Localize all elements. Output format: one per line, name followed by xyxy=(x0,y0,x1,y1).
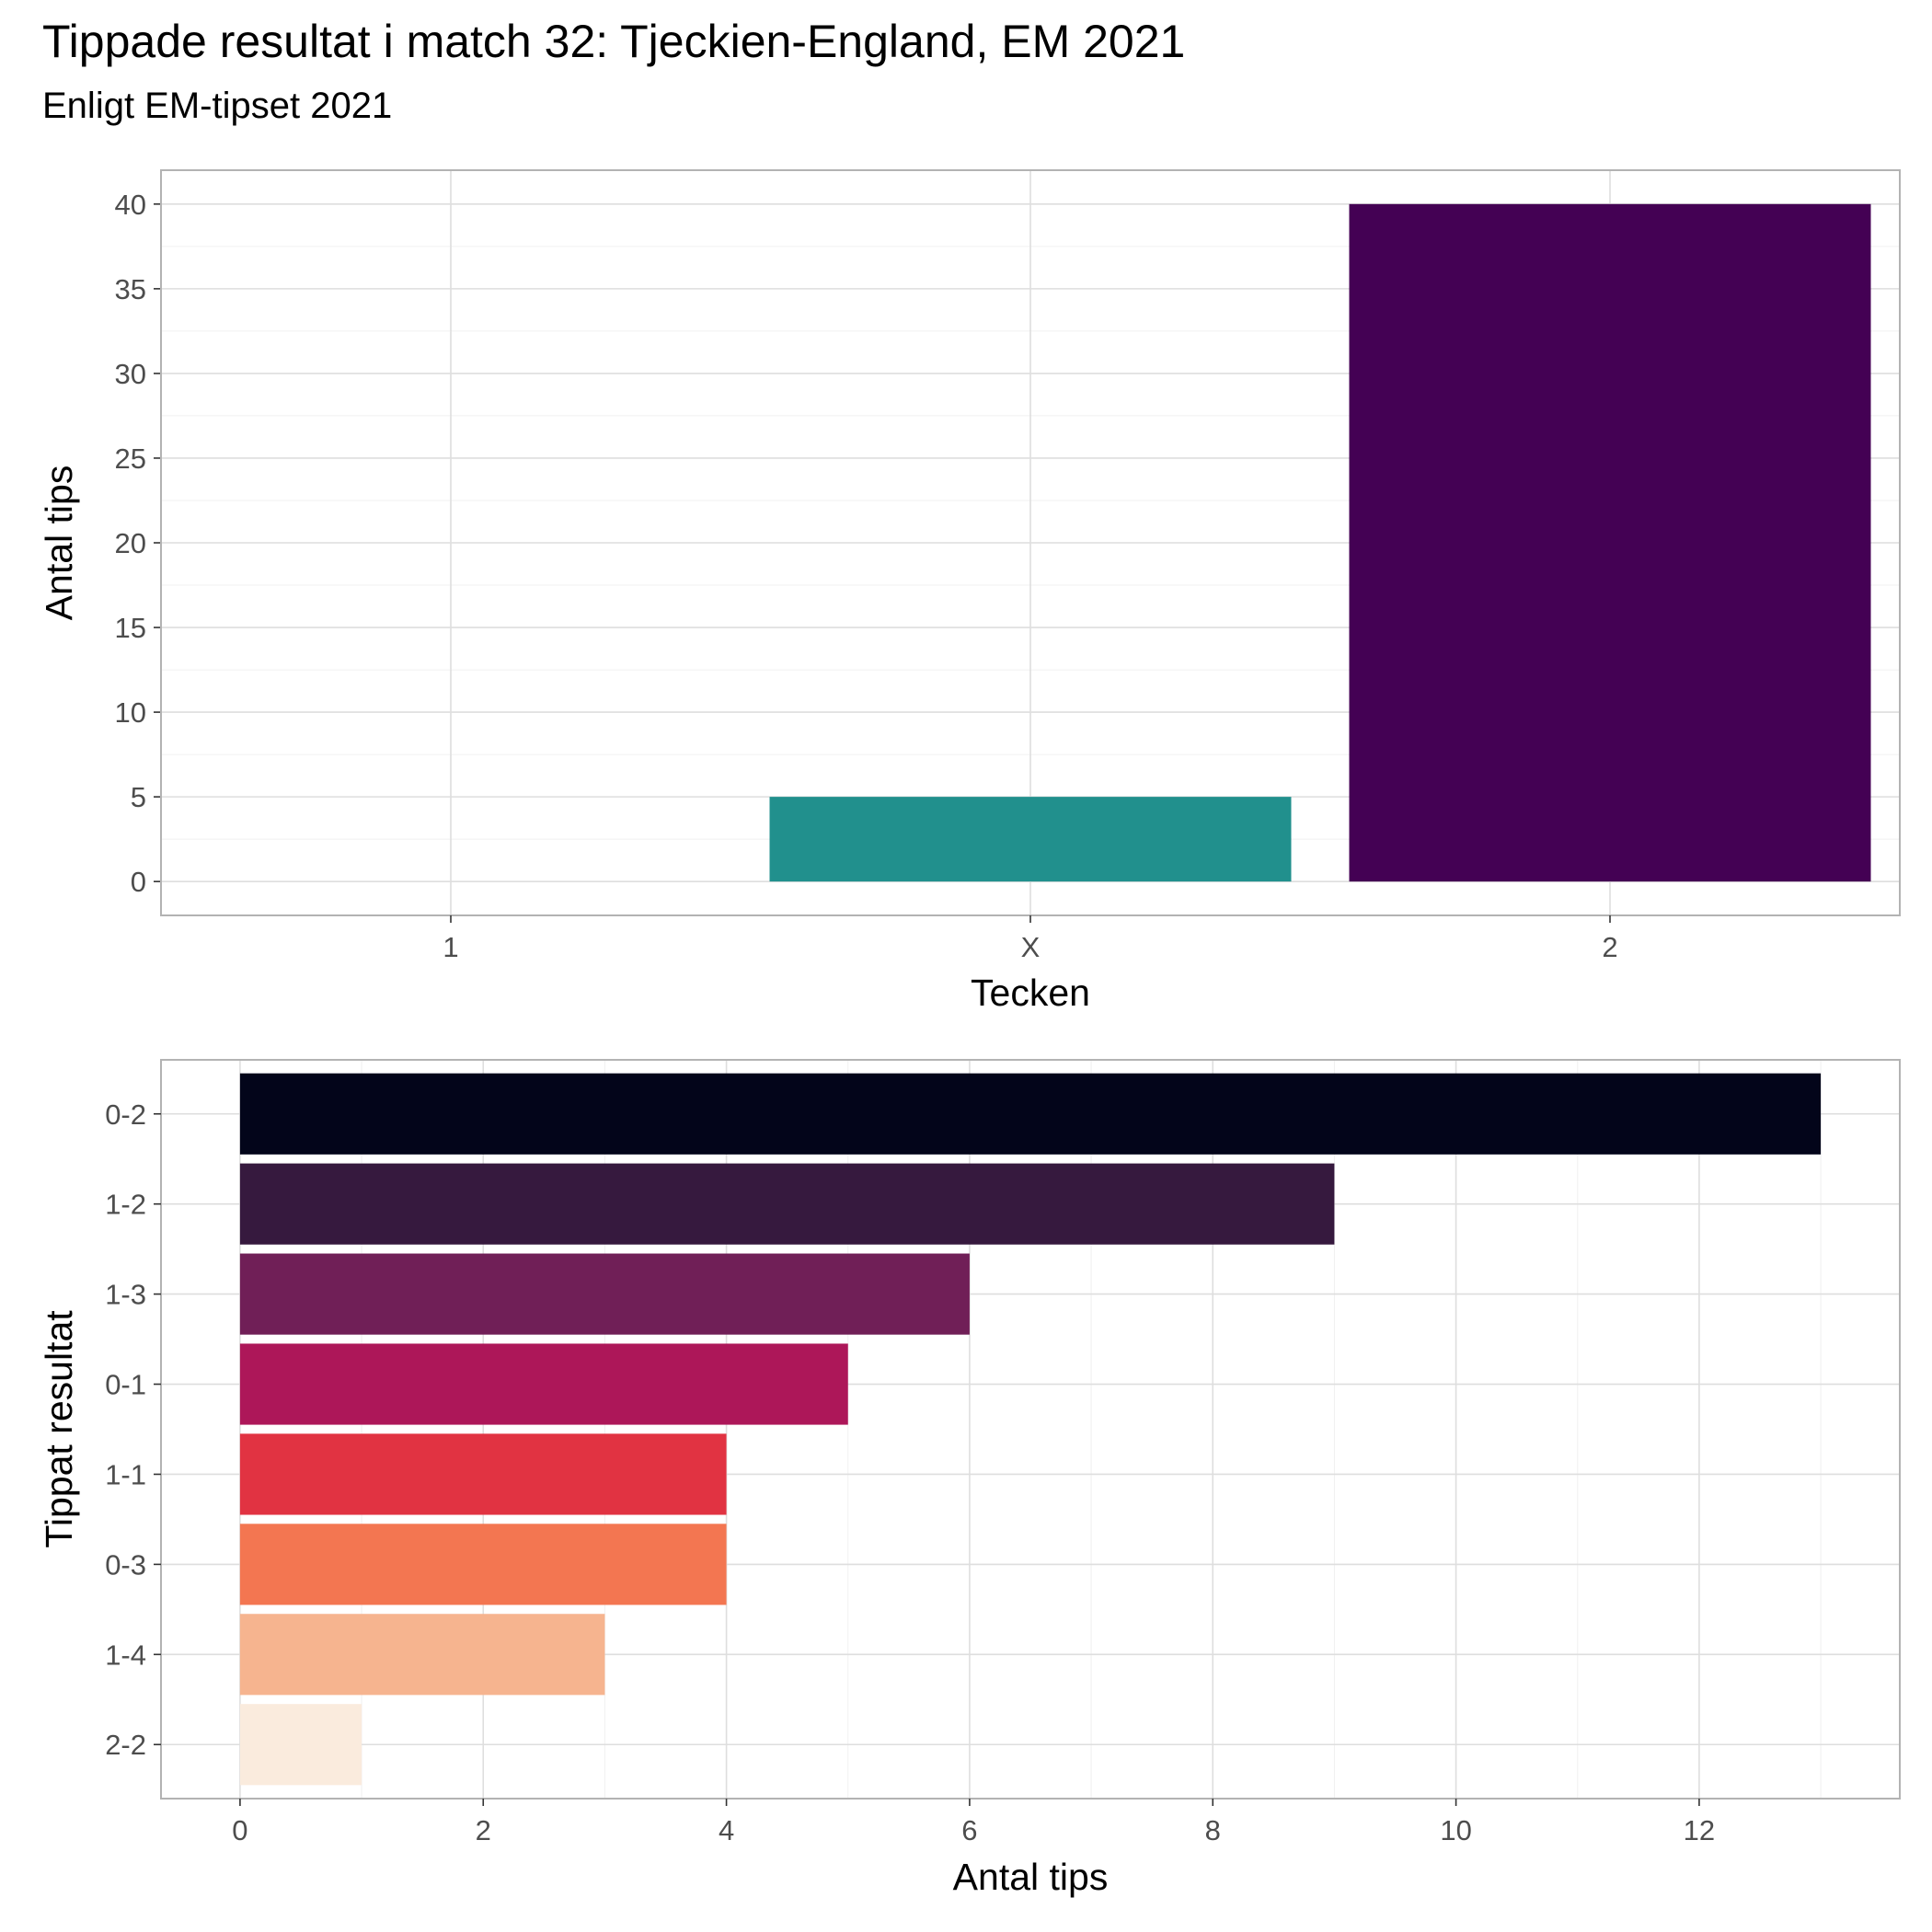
y-tick-label: 25 xyxy=(115,443,146,475)
x-tick-label: 2 xyxy=(476,1814,491,1846)
bar xyxy=(239,1704,362,1786)
tecken-bar-chart: 0 5 10 15 20 25 30 35 40 1 X 2 Tecken Antal tips xyxy=(38,169,1901,1014)
resultat-bar-chart: 0-2 1-2 1-3 0-1 1-1 0-3 1-4 2-2 0 2 4 6 8 10 12 Antal t… xyxy=(38,1059,1901,1898)
bar xyxy=(769,797,1292,882)
bar xyxy=(239,1343,848,1425)
y-tick-label: 1-4 xyxy=(105,1639,146,1671)
x-tick-label: 8 xyxy=(1205,1814,1221,1846)
y-tick-label: 15 xyxy=(115,612,146,644)
x-tick-label: X xyxy=(1021,931,1041,963)
bar xyxy=(239,1163,1335,1245)
bar xyxy=(239,1073,1822,1155)
y-tick-label: 40 xyxy=(115,189,146,221)
y-tick-label: 35 xyxy=(115,273,146,305)
y-tick-label: 20 xyxy=(115,527,146,559)
x-axis-title: Antal tips xyxy=(953,1856,1109,1898)
y-axis-title: Tippat resultat xyxy=(38,1310,80,1548)
y-tick-label: 1-3 xyxy=(105,1279,146,1311)
y-tick-label: 0-2 xyxy=(105,1098,146,1131)
x-tick-label: 12 xyxy=(1684,1814,1715,1846)
x-tick-label: 10 xyxy=(1440,1814,1471,1846)
x-axis-title: Tecken xyxy=(971,972,1090,1014)
y-tick-label: 1-2 xyxy=(105,1189,146,1221)
y-tick-label: 0-1 xyxy=(105,1369,146,1401)
bar xyxy=(1349,203,1871,882)
bar xyxy=(239,1433,727,1515)
y-tick-label: 0 xyxy=(131,866,146,898)
y-tick-label: 10 xyxy=(115,696,146,729)
y-axis-title: Antal tips xyxy=(38,466,80,621)
x-tick-label: 1 xyxy=(443,931,458,963)
x-tick-label: 6 xyxy=(961,1814,977,1846)
chart-subtitle: Enligt EM-tipset 2021 xyxy=(42,86,392,126)
x-tick-label: 4 xyxy=(719,1814,734,1846)
plot-border xyxy=(160,1059,1901,1800)
y-tick-label: 0-3 xyxy=(105,1548,146,1581)
y-tick-label: 1-1 xyxy=(105,1458,146,1490)
y-tick-label: 5 xyxy=(131,781,146,813)
x-tick-label: 2 xyxy=(1602,931,1617,963)
bar xyxy=(239,1253,970,1335)
bar xyxy=(239,1524,727,1605)
x-tick-label: 0 xyxy=(232,1814,247,1846)
y-tick-label: 30 xyxy=(115,358,146,390)
bar xyxy=(239,1614,605,1696)
y-tick-label: 2-2 xyxy=(105,1729,146,1761)
chart-title: Tippade resultat i match 32: Tjeckien-En… xyxy=(42,16,1185,67)
